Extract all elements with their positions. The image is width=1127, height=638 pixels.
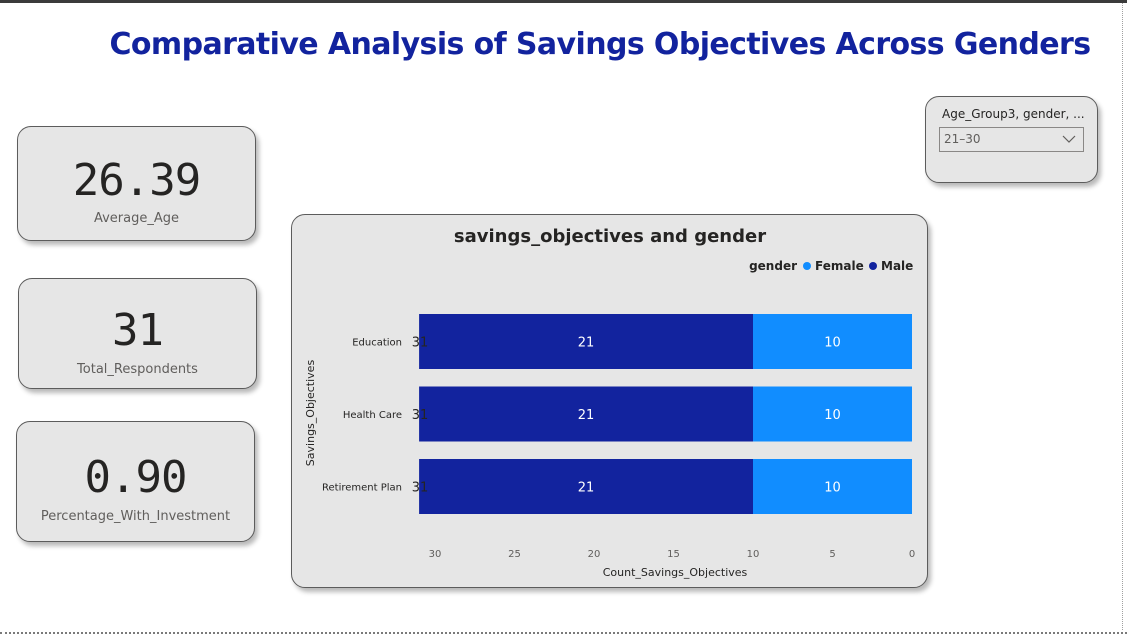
bar-male[interactable] <box>419 386 753 442</box>
data-label-female: 10 <box>824 481 841 496</box>
kpi-value: 0.90 <box>84 452 188 503</box>
category-label: Retirement Plan <box>322 483 402 494</box>
category-label: Education <box>352 338 402 349</box>
page-title: Comparative Analysis of Savings Objectiv… <box>109 27 1091 62</box>
bar-female[interactable] <box>753 459 912 514</box>
chart-legend[interactable]: gender Female Male <box>749 259 913 273</box>
x-tick-label: 30 <box>429 549 442 560</box>
x-tick-label: 20 <box>588 549 601 560</box>
bar-female[interactable] <box>753 386 912 442</box>
bottom-border <box>0 632 1127 634</box>
right-border <box>1122 3 1123 630</box>
slicer-title: Age_Group3, gender, ... <box>942 107 1085 121</box>
kpi-card-total-respondents[interactable]: 31 Total_Respondents <box>18 278 257 389</box>
chevron-down-icon[interactable] <box>1061 131 1077 151</box>
kpi-label: Average_Age <box>93 211 180 226</box>
x-tick-label: 10 <box>747 549 760 560</box>
legend-female-label: Female <box>815 259 864 273</box>
legend-title: gender <box>749 259 797 273</box>
y-axis-title: Savings_Objectives <box>304 360 317 467</box>
legend-male-marker <box>869 262 877 270</box>
data-label-female: 10 <box>824 408 841 423</box>
bar-female[interactable] <box>753 314 912 369</box>
kpi-value: 26.39 <box>72 155 201 206</box>
savings-objectives-chart-card[interactable]: savings_objectives and gender gender Fem… <box>291 214 928 588</box>
data-label-male: 21 <box>578 336 595 351</box>
bar-male[interactable] <box>419 459 753 514</box>
slicer-selected-value: 21–30 <box>944 132 981 146</box>
slicer-dropdown[interactable]: 21–30 <box>939 127 1084 152</box>
bar-male[interactable] <box>419 314 753 369</box>
x-tick-label: 5 <box>829 549 835 560</box>
chart-title: savings_objectives and gender <box>454 226 766 247</box>
total-label: 31 <box>412 336 429 351</box>
kpi-value: 31 <box>112 305 164 356</box>
savings-objectives-chart: savings_objectives and gender gender Fem… <box>304 226 915 579</box>
total-label: 31 <box>412 408 429 423</box>
top-border <box>0 0 1127 3</box>
kpi-card-percentage-with-investment[interactable]: 0.90 Percentage_With_Investment <box>16 421 255 542</box>
data-label-male: 21 <box>578 408 595 423</box>
x-tick-label: 0 <box>909 549 915 560</box>
category-label: Health Care <box>343 410 402 421</box>
age-group-slicer[interactable]: Age_Group3, gender, ... 21–30 <box>925 96 1098 183</box>
x-tick-label: 25 <box>508 549 521 560</box>
x-axis-title: Count_Savings_Objectives <box>603 566 748 579</box>
x-tick-label: 15 <box>667 549 680 560</box>
data-label-male: 21 <box>578 481 595 496</box>
kpi-label: Total_Respondents <box>77 362 198 377</box>
data-label-female: 10 <box>824 336 841 351</box>
legend-female-marker <box>803 262 811 270</box>
kpi-label: Percentage_With_Investment <box>40 509 231 524</box>
kpi-card-average-age[interactable]: 26.39 Average_Age <box>17 126 256 241</box>
legend-male-label: Male <box>881 259 913 273</box>
plot-area: 10 21 Education 31 10 21 Health Care 31 10 21 Reti… <box>322 314 915 560</box>
total-label: 31 <box>412 481 429 496</box>
